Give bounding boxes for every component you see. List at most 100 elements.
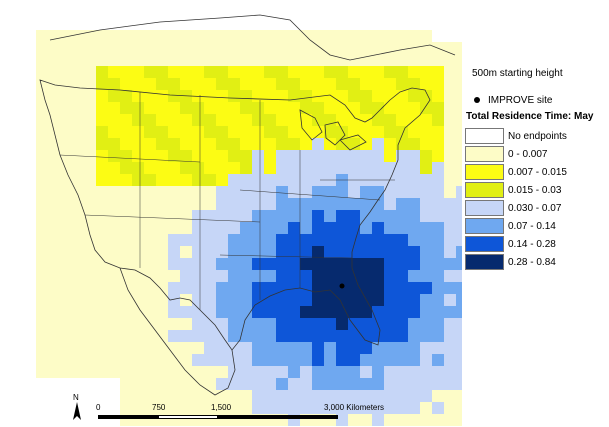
grid-cell: [204, 102, 216, 114]
grid-cell: [348, 162, 360, 174]
grid-cell: [240, 402, 252, 414]
grid-cell: [60, 114, 72, 126]
grid-cell: [324, 222, 336, 234]
grid-cell: [288, 354, 300, 366]
grid-cell: [300, 282, 312, 294]
grid-cell: [168, 198, 180, 210]
grid-cell: [132, 126, 144, 138]
grid-cell: [348, 354, 360, 366]
grid-cell: [144, 342, 156, 354]
grid-cell: [312, 126, 324, 138]
grid-cell: [396, 198, 408, 210]
grid-cell: [48, 294, 60, 306]
grid-cells: [36, 30, 462, 426]
grid-cell: [252, 126, 264, 138]
grid-cell: [60, 282, 72, 294]
grid-cell: [168, 162, 180, 174]
grid-cell: [384, 378, 396, 390]
grid-cell: [204, 78, 216, 90]
grid-cell: [420, 198, 432, 210]
grid-cell: [228, 30, 240, 42]
grid-cell: [48, 174, 60, 186]
grid-cell: [408, 246, 420, 258]
grid-cell: [96, 342, 108, 354]
grid-cell: [132, 30, 144, 42]
legend-label: 0.14 - 0.28: [508, 238, 556, 250]
grid-cell: [180, 246, 192, 258]
grid-cell: [456, 162, 462, 174]
grid-cell: [420, 414, 432, 426]
grid-cell: [144, 402, 156, 414]
grid-cell: [264, 66, 276, 78]
grid-cell: [288, 54, 300, 66]
grid-cell: [108, 126, 120, 138]
grid-cell: [192, 234, 204, 246]
legend-title: Total Residence Time: May: [466, 111, 594, 122]
grid-cell: [96, 174, 108, 186]
scale-segment-2: [158, 415, 218, 419]
grid-cell: [192, 402, 204, 414]
grid-cell: [60, 186, 72, 198]
grid-cell: [36, 258, 48, 270]
grid-cell: [264, 114, 276, 126]
grid-cell: [300, 198, 312, 210]
grid-cell: [300, 294, 312, 306]
grid-cell: [96, 138, 108, 150]
grid-cell: [396, 270, 408, 282]
grid-cell: [444, 198, 456, 210]
grid-cell: [144, 114, 156, 126]
grid-cell: [120, 90, 132, 102]
grid-cell: [132, 90, 144, 102]
grid-cell: [432, 150, 444, 162]
grid-cell: [396, 174, 408, 186]
grid-cell: [96, 306, 108, 318]
grid-cell: [300, 378, 312, 390]
grid-cell: [48, 150, 60, 162]
grid-cell: [156, 186, 168, 198]
grid-cell: [84, 114, 96, 126]
grid-cell: [228, 138, 240, 150]
grid-cell: [204, 90, 216, 102]
grid-cell: [108, 342, 120, 354]
grid-cell: [168, 234, 180, 246]
grid-cell: [144, 390, 156, 402]
grid-cell: [324, 78, 336, 90]
grid-cell: [420, 330, 432, 342]
grid-cell: [396, 90, 408, 102]
legend-row: 0.07 - 0.14: [465, 217, 607, 235]
grid-cell: [384, 222, 396, 234]
grid-cell: [288, 150, 300, 162]
grid-cell: [96, 30, 108, 42]
grid-cell: [300, 150, 312, 162]
grid-cell: [120, 102, 132, 114]
grid-cell: [252, 378, 264, 390]
grid-cell: [72, 42, 84, 54]
grid-cell: [312, 270, 324, 282]
grid-cell: [276, 198, 288, 210]
grid-cell: [348, 366, 360, 378]
grid-cell: [216, 90, 228, 102]
grid-cell: [252, 234, 264, 246]
grid-cell: [192, 378, 204, 390]
grid-cell: [156, 246, 168, 258]
grid-cell: [48, 246, 60, 258]
grid-cell: [288, 78, 300, 90]
grid-cell: [300, 306, 312, 318]
grid-cell: [216, 246, 228, 258]
grid-cell: [96, 186, 108, 198]
grid-cell: [228, 222, 240, 234]
grid-cell: [372, 234, 384, 246]
grid-cell: [36, 138, 48, 150]
boundary-lines: [39, 14, 456, 396]
grid-cell: [36, 102, 48, 114]
grid-cell: [144, 294, 156, 306]
grid-cell: [216, 114, 228, 126]
grid-cell: [312, 234, 324, 246]
grid-cell: [276, 306, 288, 318]
grid-cell: [144, 282, 156, 294]
grid-cell: [180, 222, 192, 234]
grid-cell: [240, 42, 252, 54]
grid-cell: [36, 354, 48, 366]
grid-cell: [252, 186, 264, 198]
grid-cell: [228, 150, 240, 162]
